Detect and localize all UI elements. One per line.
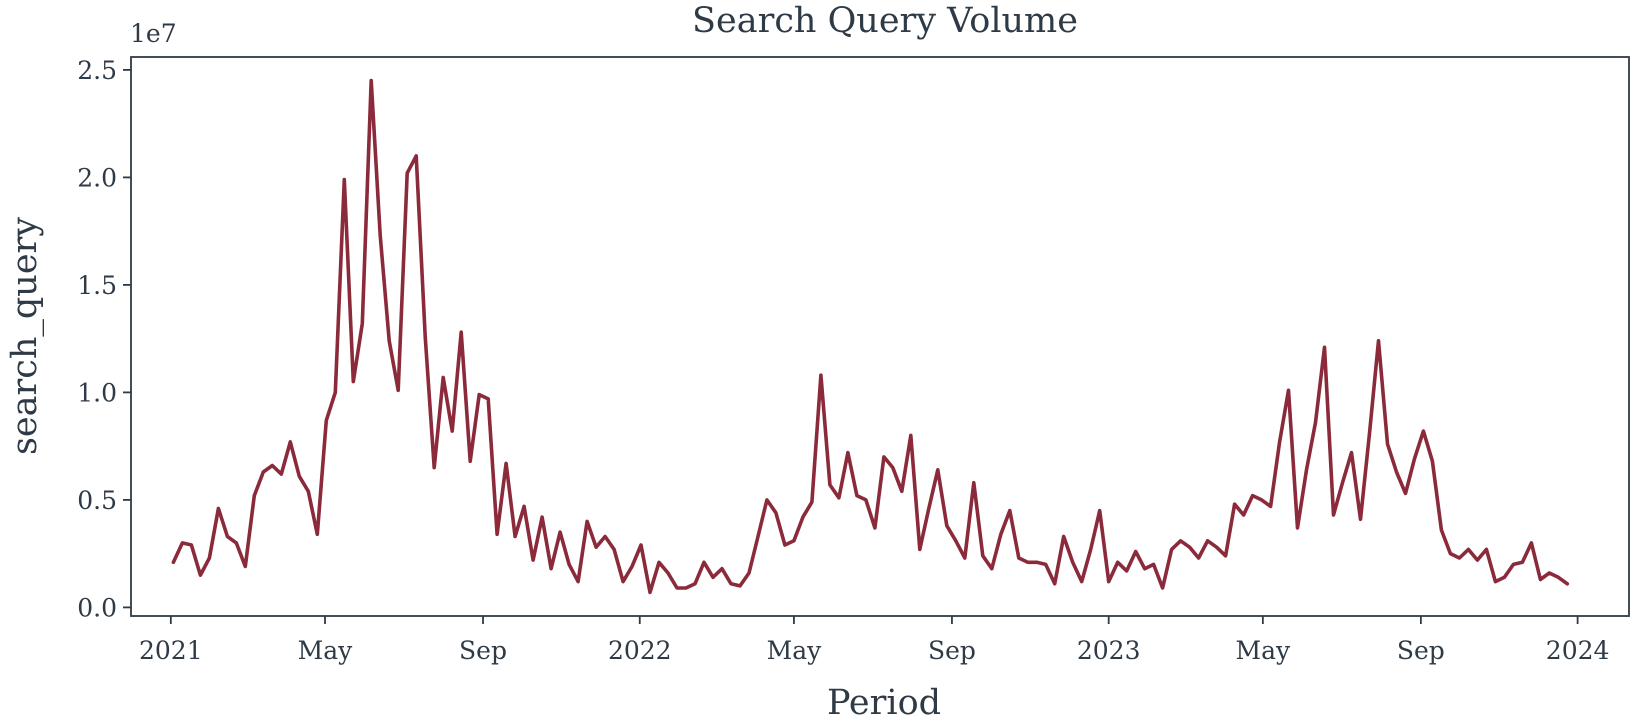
y-axis: 0.0 0.5 1.0 1.5 2.0 2.5: [77, 56, 131, 622]
x-tick-label: May: [767, 636, 823, 665]
x-tick-label: May: [1236, 636, 1292, 665]
y-tick-label: 0.0: [77, 593, 117, 622]
y-tick-label: 2.0: [77, 163, 117, 192]
x-tick-label: Sep: [459, 636, 507, 665]
x-tick-label: May: [298, 636, 354, 665]
y-tick-label: 1.0: [77, 378, 117, 407]
x-tick-label: 2024: [1546, 636, 1610, 665]
x-tick-label: Sep: [928, 636, 976, 665]
x-tick-label: 2023: [1077, 636, 1141, 665]
chart-title: Search Query Volume: [692, 1, 1078, 41]
series-group: [171, 78, 1570, 595]
y-tick-label: 1.5: [77, 271, 117, 300]
y-axis-label: search_query: [5, 217, 45, 455]
x-axis: 2021 May Sep 2022 May Sep 2023 May Sep 2024: [139, 616, 1609, 665]
x-tick-label: 2021: [139, 636, 203, 665]
y-tick-label: 2.5: [77, 56, 117, 85]
x-axis-label: Period: [827, 683, 941, 723]
y-tick-label: 0.5: [77, 486, 117, 515]
series-line: [171, 78, 1570, 595]
plot-frame: [130, 56, 1630, 617]
x-tick-label: Sep: [1397, 636, 1445, 665]
y-offset-label: 1e7: [130, 19, 177, 48]
x-tick-label: 2022: [608, 636, 672, 665]
